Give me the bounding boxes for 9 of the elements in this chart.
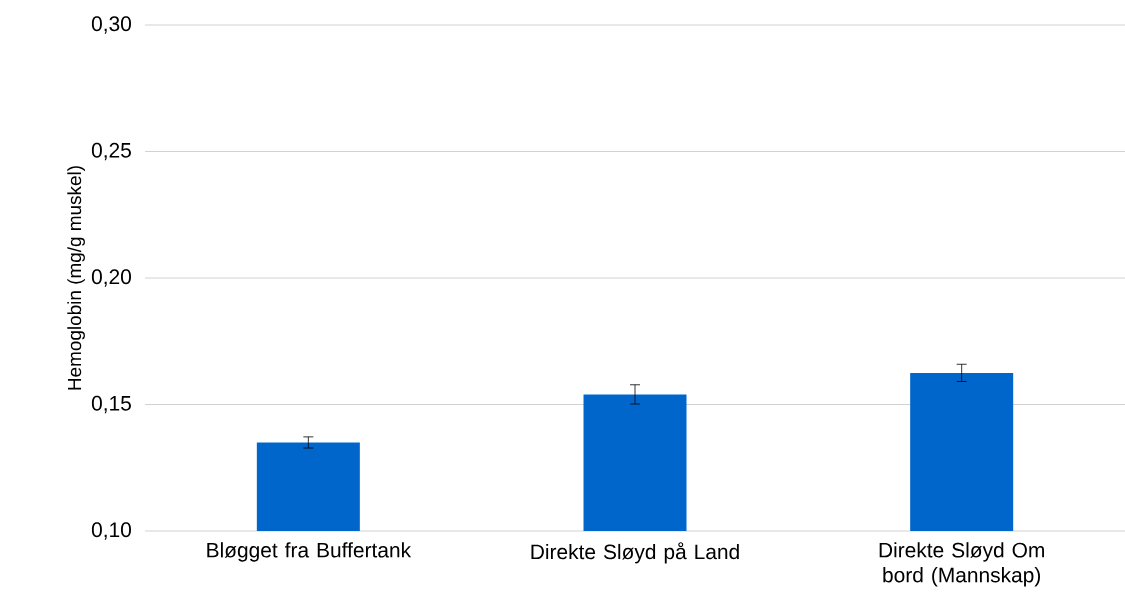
y-axis-title: Hemoglobin (mg/g muskel) <box>67 166 85 390</box>
y-tick-label: 0,10 <box>91 522 131 540</box>
x-tick-label: Bløgget fra Buffertank <box>207 542 412 562</box>
x-tick-label: Direkte Sløyd på Land <box>531 542 739 564</box>
y-tick-label: 0,20 <box>91 269 131 287</box>
x-tick-label: Direkte Sløyd Om bord (Mannskap) <box>879 542 1044 587</box>
y-tick-label: 0,25 <box>91 142 131 161</box>
y-tick-label: 0,30 <box>91 16 131 34</box>
y-tick-label: 0,15 <box>91 395 131 414</box>
